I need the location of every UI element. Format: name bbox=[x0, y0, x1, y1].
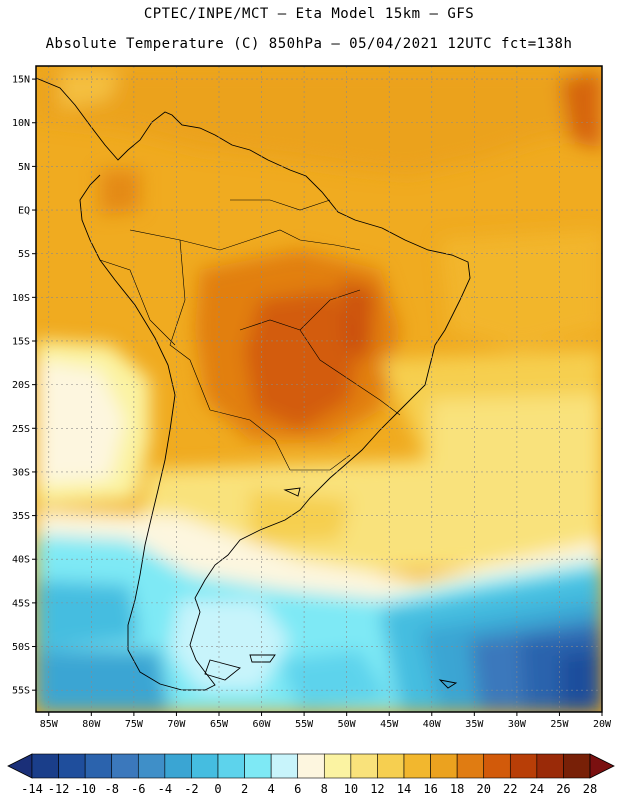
colorbar-label: -12 bbox=[48, 782, 70, 796]
lat-label: 35S bbox=[12, 511, 30, 522]
lon-label: 35W bbox=[465, 719, 484, 730]
colorbar-label: 16 bbox=[423, 782, 437, 796]
colorbar-swatch bbox=[164, 753, 192, 779]
colorbar-swatch bbox=[84, 753, 113, 779]
coastline-south-america bbox=[36, 77, 471, 691]
lon-label: 55W bbox=[295, 719, 314, 730]
colorbar-swatch bbox=[377, 753, 405, 779]
graticule bbox=[36, 66, 602, 712]
lon-label: 30W bbox=[508, 719, 527, 730]
colorbar-swatch bbox=[217, 753, 245, 779]
lat-label: 5S bbox=[18, 249, 30, 260]
colorbar-swatch bbox=[111, 753, 139, 779]
colorbar-label: 8 bbox=[321, 782, 328, 796]
lon-label: 65W bbox=[210, 719, 229, 730]
colorbar-label: 20 bbox=[476, 782, 490, 796]
colorbar-label: -6 bbox=[131, 782, 145, 796]
colorbar-swatch bbox=[137, 753, 166, 779]
colorbar-swatch bbox=[430, 753, 458, 779]
colorbar-swatch bbox=[323, 753, 352, 779]
lon-label: 50W bbox=[338, 719, 357, 730]
colorbar-swatch bbox=[509, 753, 538, 779]
lat-label: 30S bbox=[12, 467, 30, 478]
colorbar-label: 22 bbox=[503, 782, 517, 796]
lat-label: 55S bbox=[12, 686, 30, 697]
colorbar-under-arrow bbox=[7, 753, 33, 779]
colorbar-label: 18 bbox=[450, 782, 464, 796]
colorbar-swatch bbox=[58, 753, 86, 779]
lon-label: 25W bbox=[550, 719, 569, 730]
lon-label: 80W bbox=[82, 719, 101, 730]
map-frame bbox=[35, 65, 603, 713]
lat-label: 10N bbox=[12, 118, 30, 129]
lat-label: 40S bbox=[12, 555, 30, 566]
colorbar-label: 10 bbox=[344, 782, 358, 796]
colorbar-swatch bbox=[536, 753, 564, 779]
temperature-field bbox=[36, 66, 602, 712]
colorbar-label: -14 bbox=[21, 782, 43, 796]
colorbar-label: -4 bbox=[158, 782, 172, 796]
longitude-labels: 85W 80W 75W 70W 65W 60W 55W 50W 45W 40W 35W 30W 25W 2… bbox=[40, 712, 612, 730]
latitude-labels: 15N 10N 5N EQ 5S 10S 15S 20S 25S 30S 35S 40S 45S 50S 5… bbox=[12, 75, 36, 697]
lon-label: 40W bbox=[423, 719, 442, 730]
lon-label: 70W bbox=[167, 719, 186, 730]
colorbar-label: 12 bbox=[370, 782, 384, 796]
colorbar-swatch bbox=[456, 753, 485, 779]
colorbar-label: 0 bbox=[214, 782, 221, 796]
lat-label: 45S bbox=[12, 598, 30, 609]
colorbar-swatch bbox=[191, 753, 219, 779]
colorbar-swatch bbox=[350, 753, 378, 779]
colorbar-swatch bbox=[563, 753, 591, 779]
lon-label: 75W bbox=[125, 719, 144, 730]
colorbar-swatch bbox=[270, 753, 299, 779]
lon-label: 20W bbox=[593, 719, 612, 730]
coastlines bbox=[36, 77, 471, 691]
colorbar-label: 24 bbox=[530, 782, 544, 796]
colorbar-label: 2 bbox=[241, 782, 248, 796]
lat-label: 15S bbox=[12, 336, 30, 347]
lat-label: 10S bbox=[12, 293, 30, 304]
lat-label: 5N bbox=[18, 162, 30, 173]
lon-label: 85W bbox=[40, 719, 59, 730]
colorbar: -14 -12 -10 -8 -6 -4 -2 0 2 4 6 8 10 12 14 16 18 20 22 24 26… bbox=[7, 753, 615, 796]
falkland-islands bbox=[249, 654, 276, 663]
colorbar-swatch bbox=[31, 753, 59, 779]
lat-label: 50S bbox=[12, 642, 30, 653]
title-line-1: CPTEC/INPE/MCT – Eta Model 15km – GFS bbox=[143, 6, 475, 22]
colorbar-over-arrow bbox=[589, 753, 615, 779]
title-line-2: Absolute Temperature (C) 850hPa – 05/04/… bbox=[45, 36, 573, 52]
colorbar-swatch bbox=[483, 753, 511, 779]
colorbar-label: 4 bbox=[268, 782, 275, 796]
colorbar-swatch bbox=[244, 753, 272, 779]
colorbar-label: -2 bbox=[184, 782, 198, 796]
lat-label: 15N bbox=[12, 75, 30, 86]
colorbar-label: 26 bbox=[556, 782, 570, 796]
political-borders bbox=[99, 199, 401, 471]
lat-label: 20S bbox=[12, 380, 30, 391]
colorbar-swatch bbox=[403, 753, 431, 779]
lat-label: 25S bbox=[12, 424, 30, 435]
colorbar-label: 28 bbox=[583, 782, 597, 796]
lat-label: EQ bbox=[18, 206, 30, 217]
lon-label: 45W bbox=[380, 719, 399, 730]
colorbar-label: -10 bbox=[74, 782, 96, 796]
colorbar-swatch bbox=[297, 753, 325, 779]
lon-label: 60W bbox=[253, 719, 272, 730]
colorbar-label: 14 bbox=[397, 782, 411, 796]
colorbar-label: -8 bbox=[104, 782, 118, 796]
colorbar-label: 6 bbox=[294, 782, 301, 796]
